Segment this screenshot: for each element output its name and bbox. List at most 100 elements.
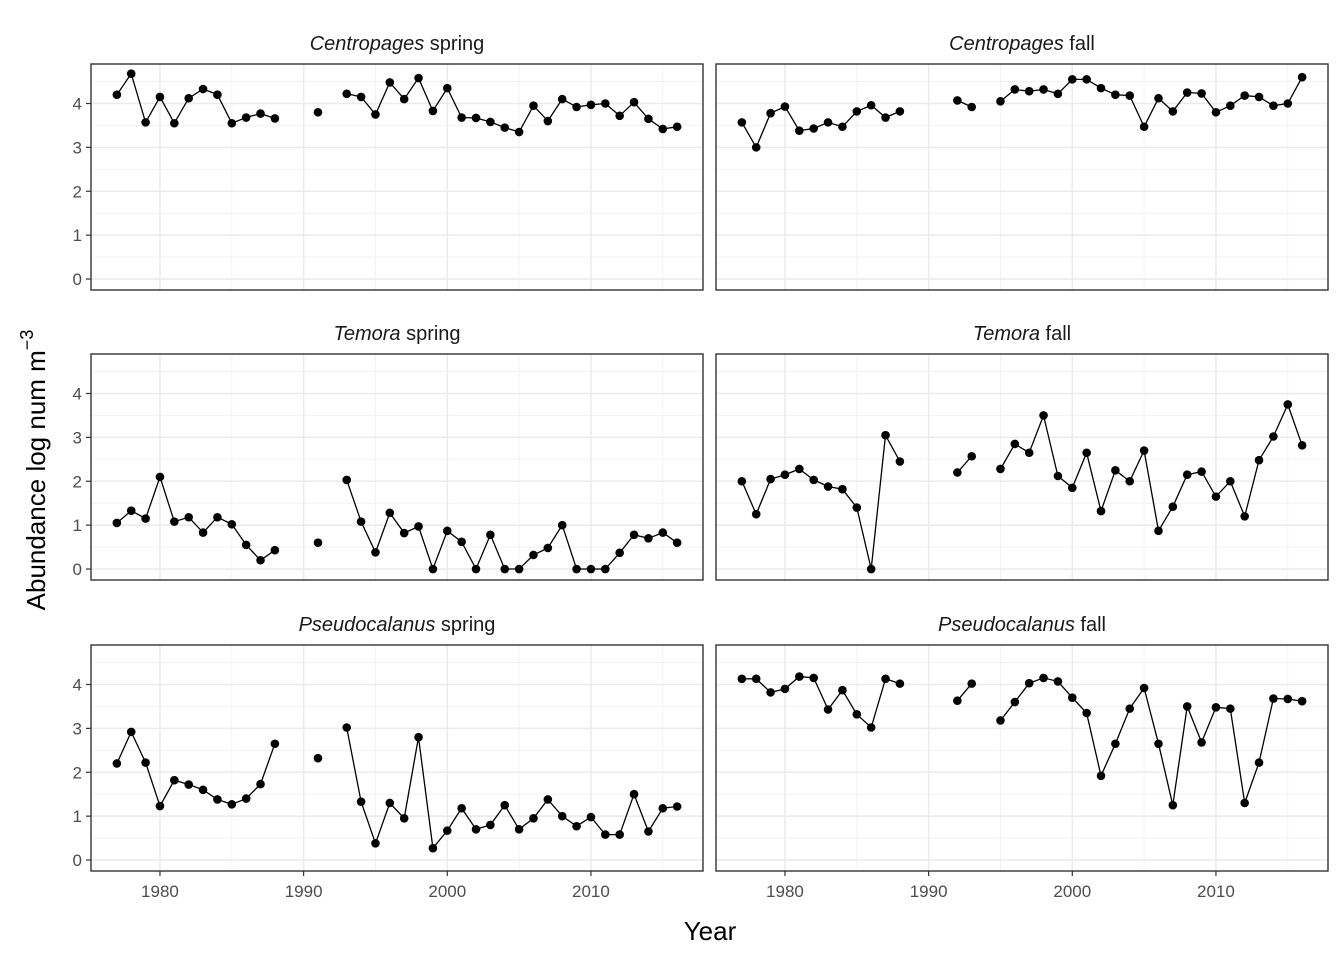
- data-point: [658, 124, 668, 134]
- panel-background: [91, 64, 703, 290]
- data-point: [213, 795, 222, 804]
- data-point: [881, 674, 890, 684]
- data-point: [967, 679, 977, 688]
- data-point: [644, 827, 653, 836]
- strip-species: Pseudocalanus: [299, 614, 436, 636]
- data-point: [866, 723, 876, 732]
- data-point: [126, 69, 136, 78]
- data-point: [529, 814, 538, 823]
- data-point: [1111, 90, 1120, 100]
- data-point: [780, 470, 790, 479]
- data-point: [557, 811, 567, 821]
- data-point: [1254, 92, 1264, 102]
- data-point: [823, 118, 833, 127]
- data-point: [486, 820, 495, 830]
- data-point: [141, 514, 150, 523]
- data-point: [1039, 85, 1048, 94]
- data-point: [256, 779, 265, 789]
- series-line: [741, 433, 901, 570]
- data-point: [184, 780, 193, 789]
- strip-species: Pseudocalanus: [938, 614, 1075, 636]
- data-point: [1111, 465, 1120, 475]
- data-point: [126, 506, 136, 515]
- data-point: [371, 839, 380, 848]
- data-point: [967, 102, 977, 112]
- data-point: [471, 825, 481, 834]
- data-point: [1240, 798, 1249, 808]
- data-point: [184, 512, 193, 522]
- data-point: [141, 758, 150, 767]
- data-point: [514, 127, 524, 137]
- data-point: [1269, 432, 1278, 441]
- data-point: [838, 122, 847, 132]
- data-point: [1254, 455, 1264, 465]
- data-point: [213, 512, 222, 522]
- data-point: [1125, 704, 1135, 713]
- data-point: [1067, 75, 1077, 84]
- data-point: [953, 696, 962, 706]
- data-point: [809, 673, 818, 683]
- data-point: [996, 97, 1005, 106]
- data-point: [543, 543, 553, 553]
- y-tick-label: 1: [73, 807, 82, 826]
- data-point: [1168, 800, 1178, 810]
- panel-pseudocalanus-fall: Pseudocalanus fall 1980 1990 2000 2010: [715, 603, 1329, 901]
- data-point: [385, 508, 395, 518]
- y-tick-label: 3: [73, 428, 82, 447]
- strip-background: [91, 22, 703, 64]
- data-point: [170, 118, 179, 128]
- data-point: [356, 517, 366, 526]
- data-point: [895, 107, 905, 116]
- data-point: [629, 530, 639, 540]
- data-point: [486, 117, 495, 127]
- panel-background: [716, 64, 1328, 290]
- data-point: [672, 538, 682, 547]
- data-point: [1154, 526, 1163, 536]
- data-point: [601, 564, 610, 574]
- data-point: [442, 83, 452, 93]
- strip-background: [716, 312, 1328, 354]
- data-point: [780, 684, 790, 694]
- data-point: [385, 798, 395, 808]
- data-point: [112, 90, 122, 100]
- y-tick-label: 4: [73, 675, 82, 694]
- series-line: [999, 402, 1303, 533]
- y-tick-label: 0: [73, 851, 82, 870]
- data-point: [866, 100, 876, 110]
- series-line: [1000, 76, 1303, 129]
- data-point: [399, 94, 409, 104]
- x-tick-label: 1990: [910, 882, 948, 901]
- data-point: [227, 519, 237, 529]
- data-point: [996, 464, 1005, 474]
- y-tick-label: 2: [73, 182, 82, 201]
- data-point: [270, 114, 280, 123]
- y-axis-title-text: Abundance log num m: [21, 350, 51, 610]
- y-axis-title: Abundance log num m−3: [17, 330, 51, 611]
- data-point: [751, 509, 761, 519]
- data-point: [1240, 512, 1249, 521]
- data-point: [1226, 704, 1235, 713]
- data-point: [313, 538, 323, 547]
- data-point: [414, 732, 423, 742]
- data-point: [543, 795, 553, 804]
- data-point: [809, 124, 818, 133]
- series-line: [999, 677, 1303, 806]
- data-point: [572, 564, 581, 574]
- data-point: [313, 753, 323, 763]
- data-point: [1297, 440, 1307, 450]
- y-tick-label: 3: [73, 138, 82, 157]
- data-point: [1010, 697, 1020, 707]
- data-point: [399, 528, 409, 538]
- data-point: [1053, 89, 1063, 99]
- data-point: [1082, 708, 1091, 718]
- strip-season: fall: [1075, 614, 1106, 636]
- data-point: [342, 723, 352, 732]
- data-point: [881, 430, 890, 440]
- data-point: [658, 528, 668, 537]
- data-point: [500, 800, 510, 810]
- data-point: [385, 78, 395, 87]
- strip-background: [91, 312, 703, 354]
- data-point: [141, 118, 150, 127]
- data-point: [895, 679, 905, 688]
- strip-season: fall: [1064, 33, 1095, 55]
